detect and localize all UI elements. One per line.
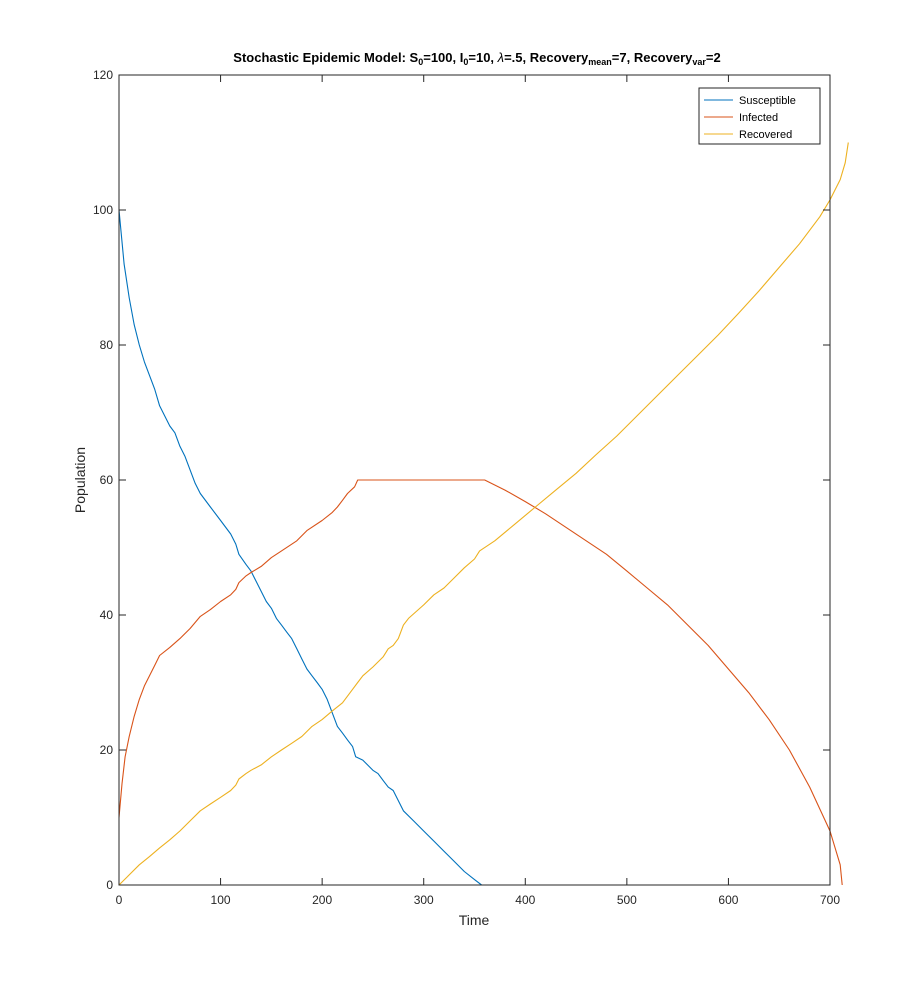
y-tick-label: 100 [93,203,113,217]
x-axis: 0 100 200 300 400 500 600 700 [116,75,840,907]
y-tick-label: 40 [100,608,114,622]
y-tick-label: 20 [100,743,114,757]
x-tick-label: 400 [515,893,535,907]
x-tick-label: 100 [211,893,231,907]
y-tick-label: 0 [106,878,113,892]
series-line-recovered [118,142,849,886]
y-axis-label: Population [72,447,88,513]
legend-label: Infected [739,112,778,124]
legend-box [698,87,821,145]
x-tick-label: 300 [414,893,434,907]
x-tick-label: 600 [718,893,738,907]
y-tick-label: 60 [100,473,114,487]
legend: Susceptible Infected Recovered [698,87,821,145]
series-line-susceptible [118,209,790,886]
legend-label: Recovered [739,129,792,141]
y-tick-label: 80 [100,338,114,352]
series-layer [118,142,849,886]
y-axis: 0 20 40 60 80 100 120 [93,68,830,892]
x-tick-label: 0 [116,893,123,907]
x-tick-label: 700 [820,893,840,907]
y-tick-label: 120 [93,68,113,82]
legend-label: Susceptible [739,95,796,107]
series-line-infected [118,479,843,886]
chart-title: Stochastic Epidemic Model: S0=100, I0=10… [233,50,720,67]
x-tick-label: 500 [617,893,637,907]
x-axis-label: Time [459,912,490,928]
x-tick-label: 200 [312,893,332,907]
